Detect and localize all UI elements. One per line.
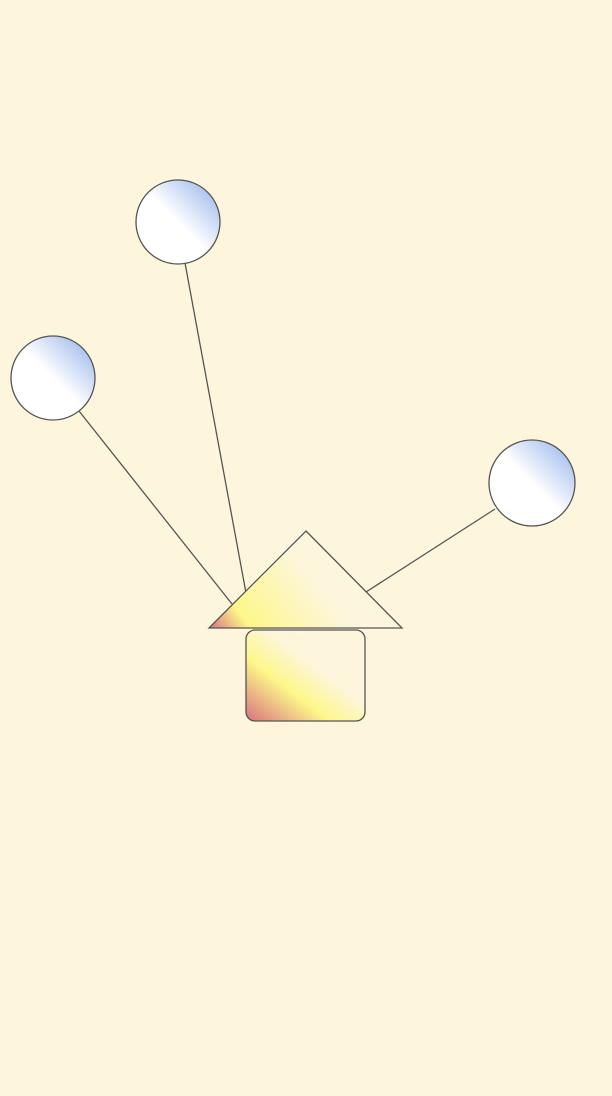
- balloon-top[interactable]: [135, 179, 221, 265]
- balloon-right[interactable]: [488, 439, 576, 527]
- string-left: [78, 410, 233, 605]
- string-right: [365, 508, 496, 593]
- house: [207, 530, 404, 722]
- house-body: [245, 629, 366, 722]
- balloon-left[interactable]: [10, 335, 96, 421]
- house-roof: [207, 530, 404, 629]
- string-top: [184, 262, 247, 594]
